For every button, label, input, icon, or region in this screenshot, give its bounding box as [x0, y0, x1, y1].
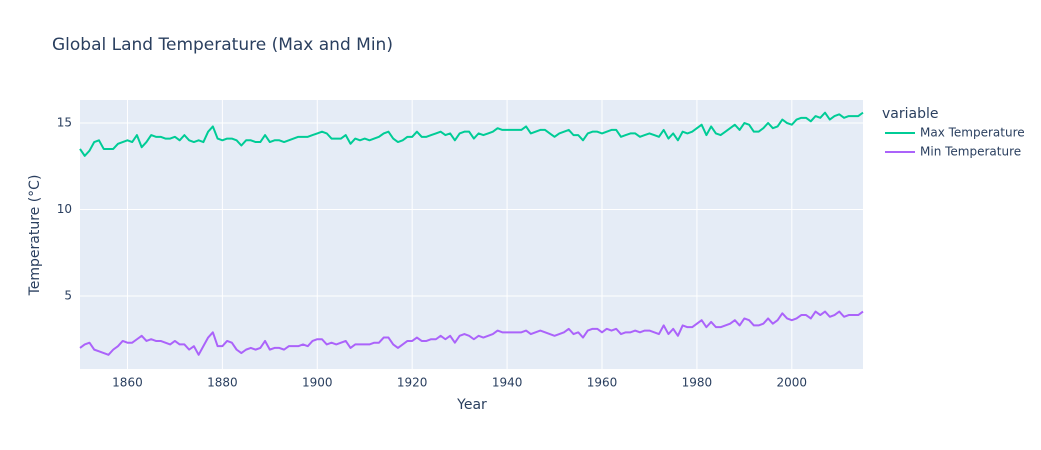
x-tick-label: 1880 — [207, 376, 238, 390]
x-tick-label: 1920 — [397, 376, 428, 390]
y-axis-title: Temperature (°C) — [27, 175, 43, 297]
legend-title: variable — [882, 106, 938, 122]
y-tick-label: 5 — [64, 288, 72, 302]
line — [79, 310, 864, 356]
y-tick-label: 10 — [57, 202, 72, 216]
legend-label: Min Temperature — [920, 145, 1021, 159]
y-tick-label: 15 — [57, 116, 72, 130]
legend-label: Max Temperature — [920, 126, 1025, 140]
chart-title: Global Land Temperature (Max and Min) — [52, 35, 393, 55]
plot-area — [80, 100, 863, 369]
x-tick-label: 1940 — [492, 376, 523, 390]
x-tick-label: 1980 — [682, 376, 713, 390]
line — [79, 111, 864, 157]
x-axis-title: Year — [456, 397, 487, 413]
x-tick-label: 1900 — [302, 376, 333, 390]
x-tick-label: 1860 — [112, 376, 143, 390]
x-tick-label: 2000 — [777, 376, 808, 390]
x-tick-label: 1960 — [587, 376, 618, 390]
